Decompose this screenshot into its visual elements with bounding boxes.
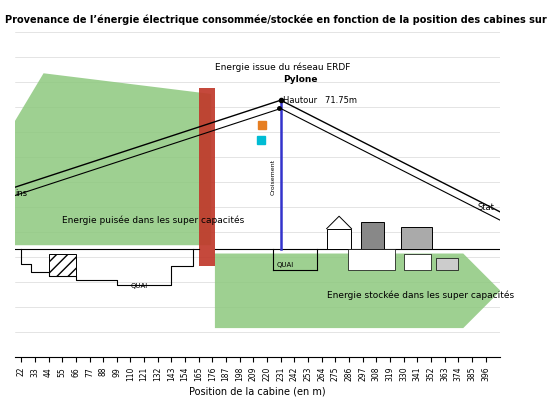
Bar	[404, 253, 431, 270]
Text: Energie issue du réseau ERDF: Energie issue du réseau ERDF	[215, 62, 350, 72]
Text: Pylone: Pylone	[283, 75, 318, 84]
X-axis label: Position de la cabine (en m): Position de la cabine (en m)	[189, 387, 326, 397]
Bar	[199, 88, 215, 266]
Bar	[401, 227, 432, 249]
Polygon shape	[215, 249, 500, 328]
Text: Energie stockée dans les super capacités: Energie stockée dans les super capacités	[327, 290, 514, 300]
Text: Hautour   71.75m: Hautour 71.75m	[283, 96, 357, 105]
Bar	[436, 258, 458, 270]
Text: ins: ins	[15, 189, 27, 198]
Text: Energie puisée dans les super capacités: Energie puisée dans les super capacités	[62, 215, 244, 225]
Bar	[348, 249, 395, 270]
Bar	[361, 222, 384, 249]
Text: Stat: Stat	[477, 204, 494, 213]
Text: Provenance de l’énergie électrique consommée/stockée en fonction de la position : Provenance de l’énergie électrique conso…	[6, 15, 550, 26]
Text: QUAI: QUAI	[277, 262, 294, 268]
Bar	[327, 229, 351, 249]
Polygon shape	[0, 73, 211, 245]
Text: Croisement: Croisement	[271, 159, 276, 195]
Bar	[48, 253, 76, 276]
Text: QUAI: QUAI	[130, 283, 148, 288]
